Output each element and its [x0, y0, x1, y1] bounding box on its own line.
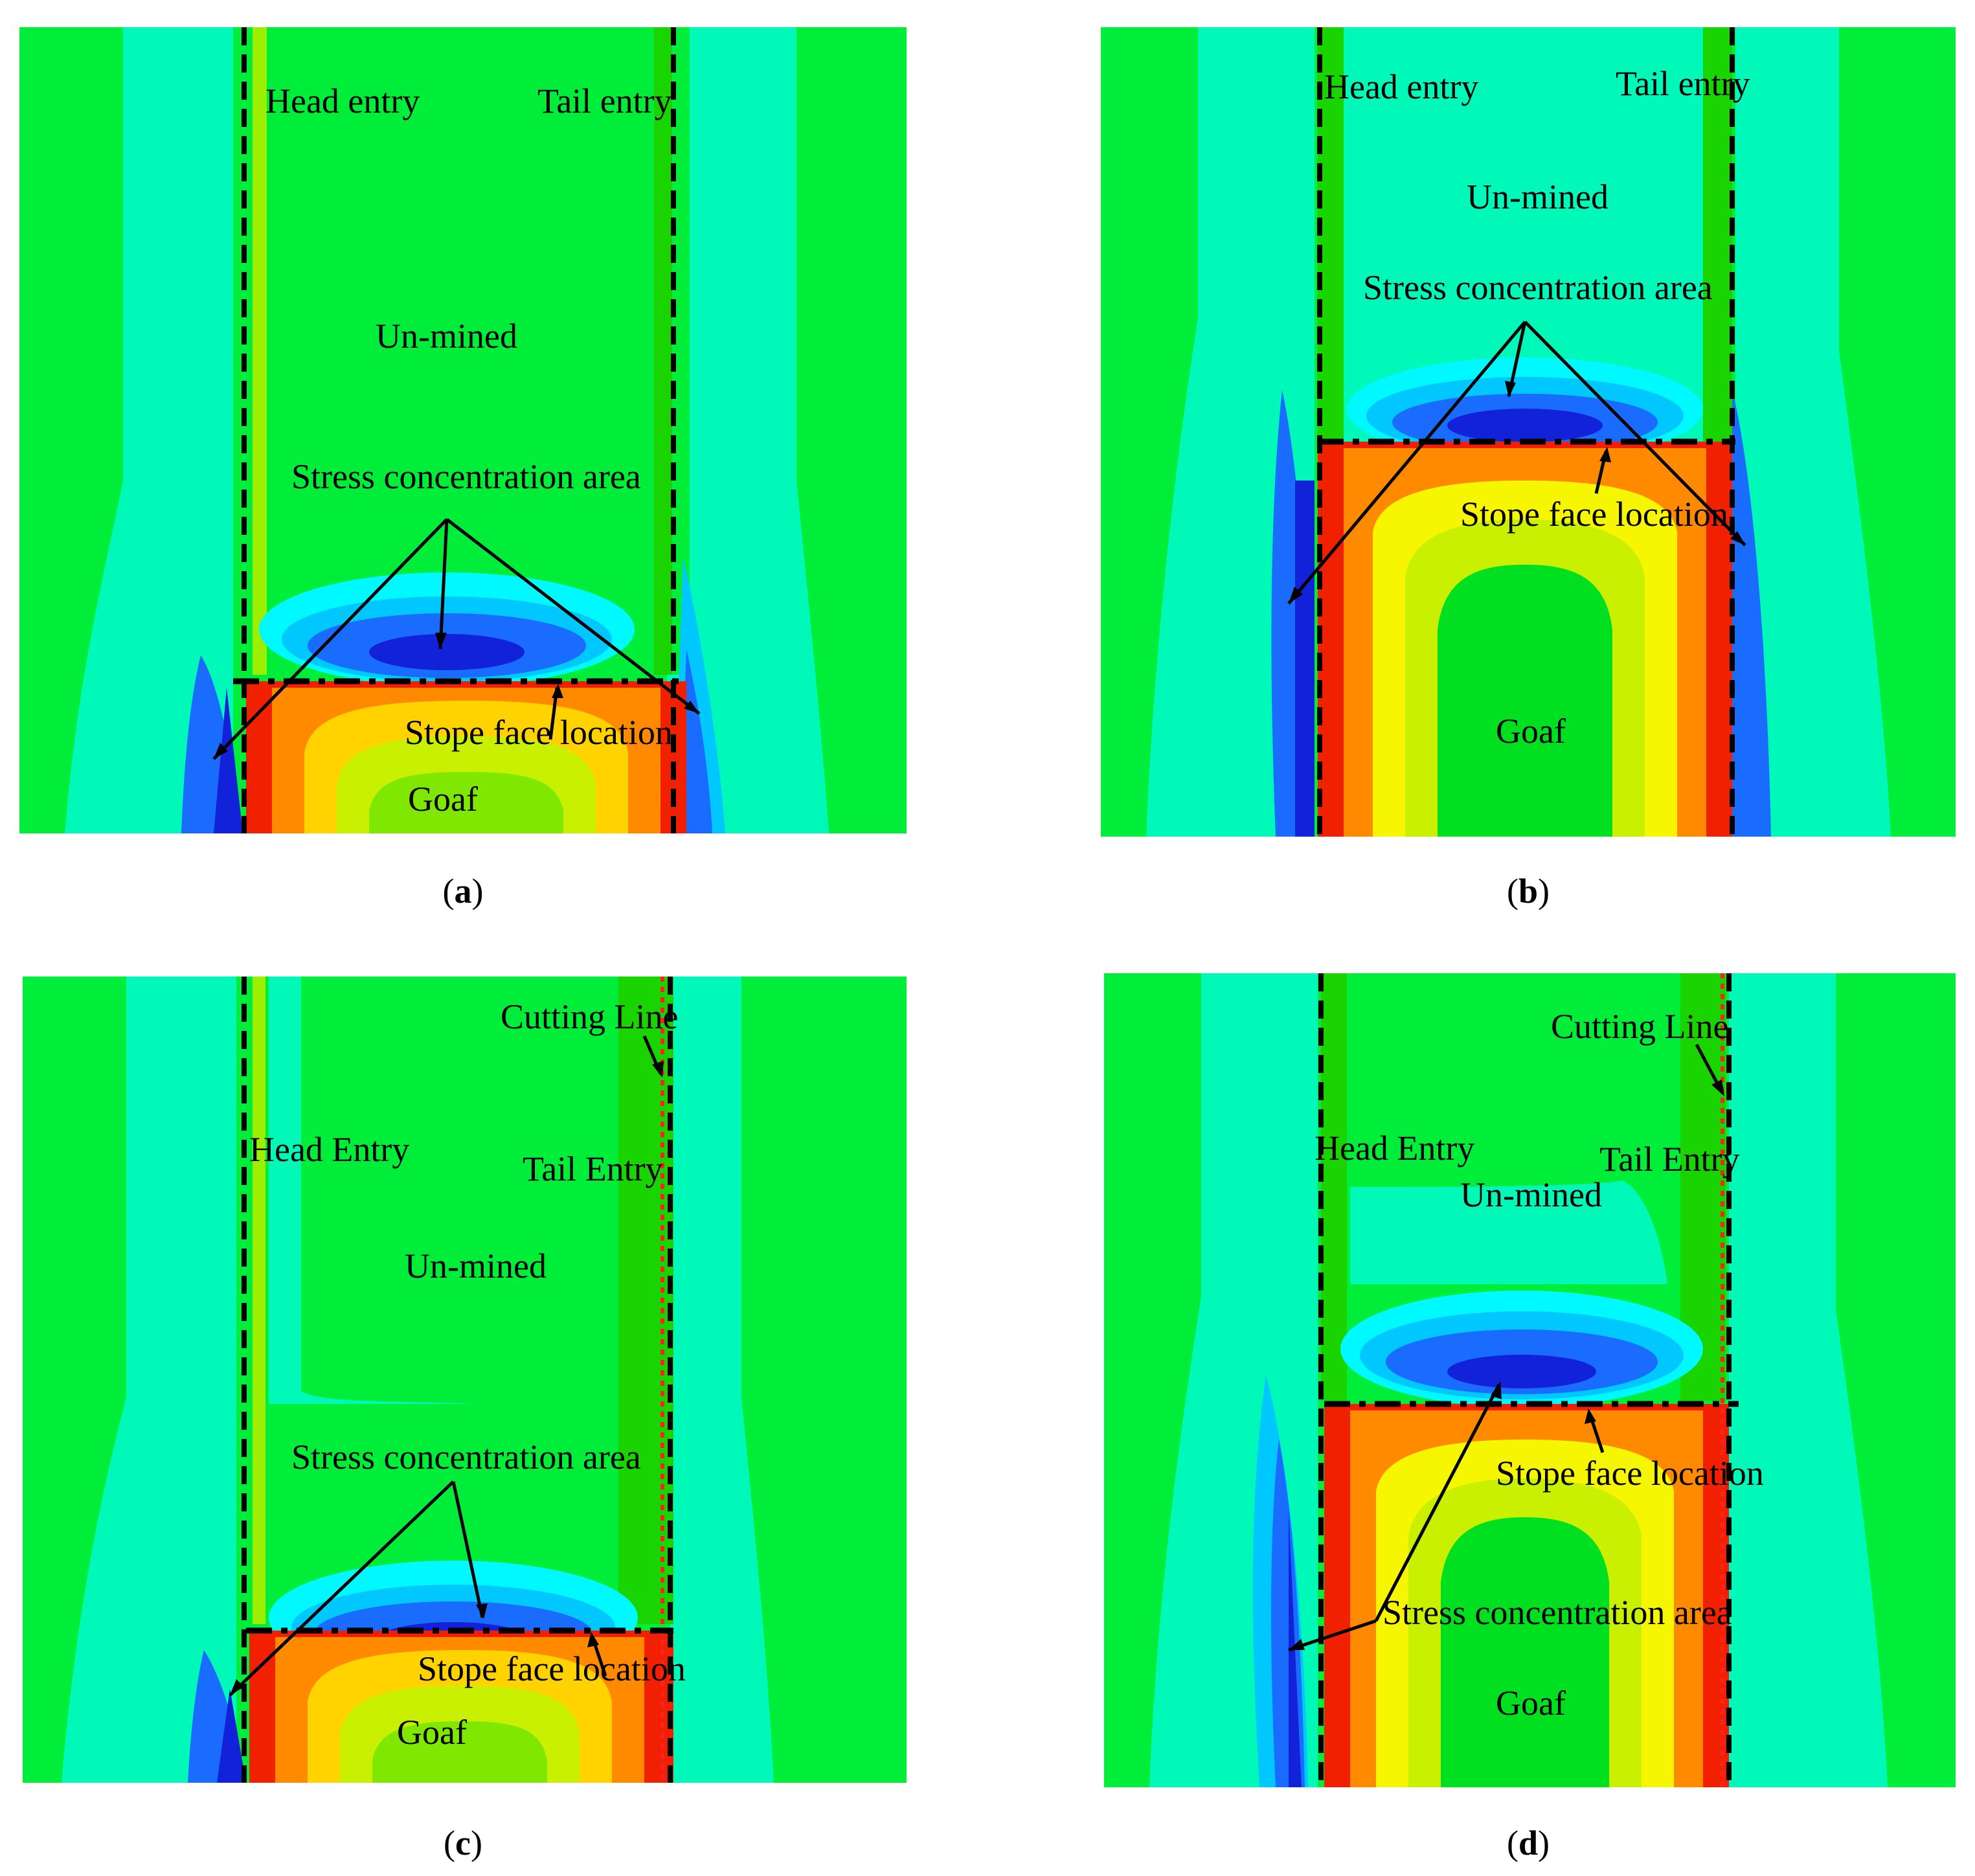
caption-c: (c)	[444, 1824, 482, 1862]
arrow-heads	[230, 1061, 664, 1695]
contour-map-a: Head entry Tail entry Un-mined Stress co…	[19, 27, 907, 833]
head-entry-label: Head Entry	[249, 1130, 409, 1169]
left-cyan-zone	[62, 977, 236, 1783]
stope-face-label: Stope face location	[1496, 1454, 1764, 1493]
head-entry-label: Head entry	[265, 82, 420, 120]
stress-label: Stress concentration area	[1382, 1593, 1732, 1632]
right-side-stress	[1732, 390, 1771, 837]
unmined-label: Un-mined	[1460, 1175, 1602, 1214]
stope-face-label: Stope face location	[418, 1649, 686, 1688]
unmined-label: Un-mined	[376, 317, 517, 356]
caption-b: (b)	[1506, 872, 1550, 910]
panel-c: Cutting Line Head Entry Tail Entry Un-mi…	[23, 977, 907, 1783]
stope-face-label: Stope face location	[1460, 495, 1728, 534]
tail-entry-band	[618, 977, 673, 1624]
goaf-label: Goaf	[1496, 712, 1566, 751]
right-cyan-zone	[1735, 27, 1891, 837]
contour-map-c: Cutting Line Head Entry Tail Entry Un-mi…	[23, 977, 907, 1783]
unmined-area	[243, 27, 690, 675]
stress-zone-core	[369, 634, 525, 670]
goaf-label: Goaf	[408, 780, 478, 819]
panel-b: Head entry Tail entry Un-mined Stress co…	[1101, 27, 1956, 837]
panel-a: Head entry Tail entry Un-mined Stress co…	[19, 27, 907, 833]
right-cyan-zone	[667, 27, 829, 833]
right-cyan-zone	[1729, 973, 1888, 1787]
arrow-heads	[214, 633, 699, 759]
tail-entry-label: Tail entry	[537, 82, 672, 120]
goaf-core	[1441, 1517, 1609, 1787]
caption-d: (d)	[1506, 1824, 1550, 1862]
tail-entry-label: Tail entry	[1616, 64, 1750, 103]
left-cyan-zone	[65, 27, 233, 833]
cutting-line-label: Cutting Line	[501, 997, 678, 1036]
left-side-stress-core	[1295, 480, 1315, 837]
left-side-stress-core	[214, 688, 243, 833]
head-entry-label: Head entry	[1324, 67, 1478, 106]
cyan-entry-zone	[269, 977, 476, 1404]
goaf-label: Goaf	[1496, 1684, 1566, 1723]
unmined-label: Un-mined	[1467, 177, 1608, 216]
panel-d: Cutting Line Head Entry Tail Entry Un-mi…	[1104, 973, 1956, 1787]
stress-label: Stress concentration area	[1363, 268, 1713, 307]
right-cyan-zone	[670, 977, 774, 1783]
head-entry-band	[1321, 973, 1347, 1401]
cyan-transition	[1350, 1181, 1667, 1284]
tail-entry-label: Tail Entry	[523, 1149, 663, 1188]
unmined-area	[246, 977, 673, 1624]
right-side-stress	[680, 649, 712, 833]
contour-map-b: Head entry Tail entry Un-mined Stress co…	[1101, 27, 1956, 837]
contour-map-d: Cutting Line Head Entry Tail Entry Un-mi…	[1104, 973, 1956, 1787]
stress-zone-core	[1447, 1355, 1596, 1388]
goaf-label: Goaf	[397, 1713, 467, 1752]
tail-entry-label: Tail Entry	[1599, 1140, 1740, 1179]
stress-zone-core	[1447, 409, 1603, 442]
stress-label: Stress concentration area	[291, 457, 641, 496]
head-entry-band	[253, 27, 267, 675]
unmined-upper	[1350, 973, 1622, 1187]
arrow-heads	[1289, 1079, 1724, 1650]
arrow-heads	[1289, 381, 1745, 604]
cutting-line-label: Cutting Line	[1551, 1007, 1728, 1046]
goaf-core	[372, 1721, 547, 1783]
stress-arrows	[1287, 321, 1746, 605]
caption-a: (a)	[442, 872, 484, 910]
goaf-core	[369, 772, 563, 833]
stope-face-label: Stope face location	[405, 713, 673, 752]
head-entry-label: Head Entry	[1315, 1129, 1474, 1168]
head-entry-band	[253, 977, 265, 1624]
tail-entry-band	[654, 27, 672, 675]
stress-label: Stress concentration area	[291, 1438, 641, 1476]
tail-entry-band	[1703, 27, 1732, 442]
goaf-core	[1438, 565, 1612, 837]
left-side-stress-core	[217, 1689, 246, 1783]
unmined-label: Un-mined	[405, 1247, 547, 1285]
